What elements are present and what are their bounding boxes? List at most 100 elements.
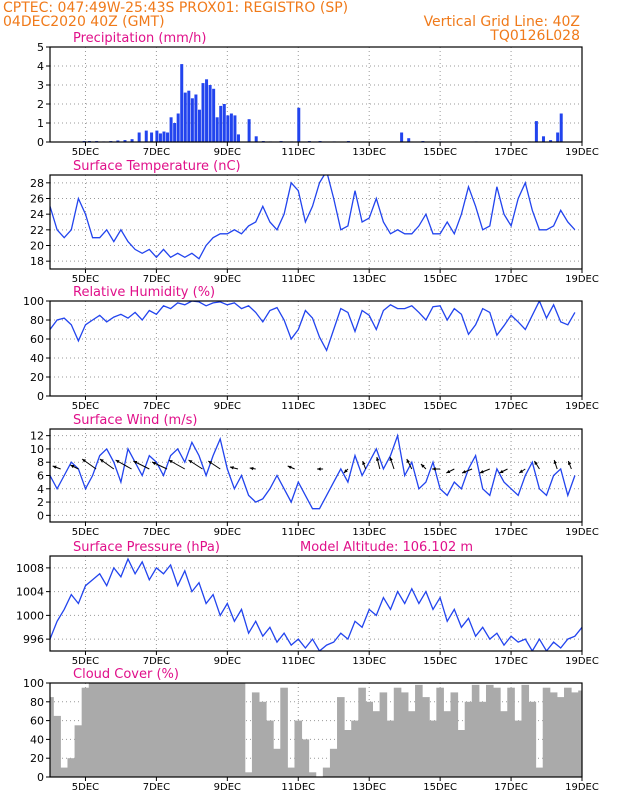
pressure-xtick-label: 19DEC: [565, 656, 599, 667]
cloud-column: [471, 684, 480, 777]
pressure-xtick-label: 15DEC: [423, 656, 457, 667]
precip-bar: [229, 113, 233, 142]
wind-xtick-label: 11DEC: [281, 527, 315, 538]
precip-bar: [556, 132, 560, 142]
cloud-column: [514, 720, 522, 777]
pressure-xtick-label: 17DEC: [494, 656, 528, 667]
wind-arrowhead: [82, 459, 87, 463]
wind-ytick-label: 10: [30, 443, 44, 456]
cloud-column: [216, 683, 225, 777]
cloud-column: [450, 692, 459, 777]
cloud-ytick-label: 80: [30, 696, 44, 709]
pressure-xtick-label: 7DEC: [143, 656, 170, 667]
cloud-column: [344, 730, 352, 777]
rh-xtick-label: 11DEC: [281, 401, 315, 412]
temp-title: Surface Temperature (nC): [73, 159, 241, 174]
precip-bar: [559, 113, 563, 142]
precip-bar: [144, 130, 148, 142]
precip-bar: [400, 132, 404, 142]
wind-xtick-label: 17DEC: [494, 527, 528, 538]
cloud-column: [273, 748, 281, 777]
pressure-xtick-label: 5DEC: [72, 656, 99, 667]
cloud-column: [464, 701, 473, 777]
rh-xtick-label: 13DEC: [352, 401, 386, 412]
cloud-column: [329, 748, 338, 777]
precip-frame: [49, 46, 583, 143]
cloud-column: [173, 683, 182, 777]
pressure-subtitle: Model Altitude: 106.102 m: [300, 540, 473, 555]
cloud-title: Cloud Cover (%): [73, 667, 179, 682]
precip-bar: [197, 109, 201, 142]
precip-bar: [116, 140, 120, 142]
cloud-xtick-label: 11DEC: [281, 782, 315, 793]
wind-arrowhead: [343, 469, 348, 473]
precip-ytick-label: 1: [37, 117, 44, 130]
cloud-column: [507, 687, 515, 777]
precip-xtick-label: 5DEC: [72, 147, 99, 158]
cloud-column: [301, 739, 310, 777]
cloud-column: [159, 683, 168, 777]
header-line1: CPTEC: 047:49W-25:43S PROX01: REGISTRO (…: [3, 0, 349, 16]
wind-xtick-label: 13DEC: [352, 527, 386, 538]
cloud-column: [429, 720, 437, 777]
cloud-column: [478, 701, 487, 777]
cloud-column: [400, 692, 409, 777]
precip-bar: [205, 79, 209, 142]
rh-title: Relative Humidity (%): [73, 285, 215, 300]
cloud-column: [50, 697, 54, 777]
wind-arrowhead: [99, 459, 104, 463]
wind-arrowhead: [133, 461, 138, 465]
rh-xtick-label: 15DEC: [423, 401, 457, 412]
rh-line: [50, 301, 576, 353]
precip-bar: [254, 136, 258, 142]
rh-ytick-label: 60: [30, 333, 44, 346]
cloud-column: [223, 683, 232, 777]
wind-arrowhead: [534, 461, 538, 465]
cloud-column: [549, 692, 558, 777]
precip-bar: [233, 115, 237, 142]
cloud-column: [145, 683, 154, 777]
cloud-column: [244, 772, 253, 777]
wind-arrowhead: [168, 460, 173, 464]
wind-arrowhead: [389, 457, 393, 461]
wind-arrowhead: [499, 469, 504, 473]
cloud-ytick-label: 100: [23, 677, 44, 690]
cloud-column: [436, 687, 444, 777]
cloud-xtick-label: 17DEC: [494, 782, 528, 793]
cloud-column: [365, 701, 373, 777]
precip-bar: [194, 94, 198, 142]
precip-bar: [169, 117, 173, 142]
cloud-xtick-label: 15DEC: [423, 782, 457, 793]
cloud-xtick-label: 19DEC: [565, 782, 599, 793]
cloud-column: [280, 687, 288, 777]
temp-xtick-label: 11DEC: [281, 274, 315, 285]
wind-ytick-label: 2: [37, 496, 44, 509]
temp-ytick-label: 28: [30, 177, 44, 190]
cloud-xtick-label: 7DEC: [143, 782, 170, 793]
precip-bar: [549, 140, 553, 142]
precip-bar: [541, 136, 545, 142]
cloud-column: [209, 683, 217, 777]
rh-xtick-label: 5DEC: [72, 401, 99, 412]
wind-ytick-label: 6: [37, 470, 44, 483]
temp-frame: [49, 174, 583, 270]
wind-ytick-label: 4: [37, 483, 44, 496]
pressure-xtick-label: 11DEC: [281, 656, 315, 667]
cloud-column: [95, 683, 104, 777]
wind-xtick-label: 15DEC: [423, 527, 457, 538]
rh-ytick-label: 40: [30, 352, 44, 365]
rh-ytick-label: 0: [37, 390, 44, 403]
precip-bar: [219, 105, 223, 142]
wind-arrowhead: [70, 465, 75, 469]
wind-line: [50, 433, 576, 510]
wind-xtick-label: 7DEC: [143, 527, 170, 538]
cloud-column: [571, 692, 579, 777]
precip-bar: [173, 123, 177, 142]
precip-bar: [215, 117, 219, 142]
cloud-column: [294, 720, 303, 777]
pressure-ytick-label: 1000: [16, 609, 44, 622]
cloud-column: [81, 687, 90, 777]
cloud-column: [556, 697, 565, 777]
precip-bar: [236, 134, 240, 142]
